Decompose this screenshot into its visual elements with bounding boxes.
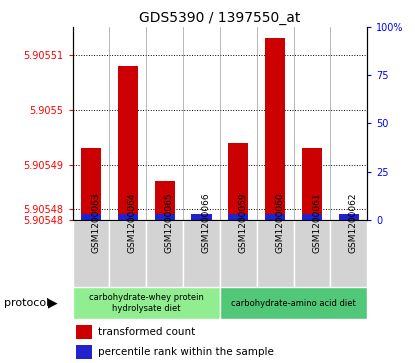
Bar [339,214,359,220]
Bar [118,214,138,220]
Bar [228,143,249,220]
Bar [339,214,359,220]
Bar [73,287,220,319]
Bar [302,214,322,220]
Text: transformed count: transformed count [98,327,195,337]
Text: protocol: protocol [4,298,49,308]
Bar [110,220,146,287]
Text: ▶: ▶ [48,297,57,310]
Bar [73,220,110,287]
Bar [228,214,249,220]
Bar [81,214,101,220]
Title: GDS5390 / 1397550_at: GDS5390 / 1397550_at [139,11,300,25]
Text: GSM1200060: GSM1200060 [275,193,284,253]
Bar [265,214,286,220]
Text: GSM1200065: GSM1200065 [165,193,174,253]
Bar [154,181,175,220]
Bar [191,214,212,220]
Text: GSM1200061: GSM1200061 [312,193,321,253]
Bar [220,287,367,319]
Bar [220,220,257,287]
Bar [302,148,322,220]
Bar [146,220,183,287]
Text: GSM1200066: GSM1200066 [202,193,210,253]
Bar [81,148,101,220]
Text: GSM1200059: GSM1200059 [238,193,247,253]
Bar [191,214,212,220]
Bar [118,66,138,220]
Text: carbohydrate-whey protein
hydrolysate diet: carbohydrate-whey protein hydrolysate di… [89,293,204,313]
Text: GSM1200064: GSM1200064 [128,193,137,253]
Bar [257,220,294,287]
Text: percentile rank within the sample: percentile rank within the sample [98,347,273,357]
Bar [76,325,92,339]
Bar [294,220,330,287]
Bar [154,214,175,220]
Bar [183,220,220,287]
Bar [76,345,92,359]
Text: carbohydrate-amino acid diet: carbohydrate-amino acid diet [231,299,356,307]
Text: GSM1200062: GSM1200062 [349,193,358,253]
Bar [330,220,367,287]
Bar [265,38,286,220]
Text: GSM1200063: GSM1200063 [91,193,100,253]
